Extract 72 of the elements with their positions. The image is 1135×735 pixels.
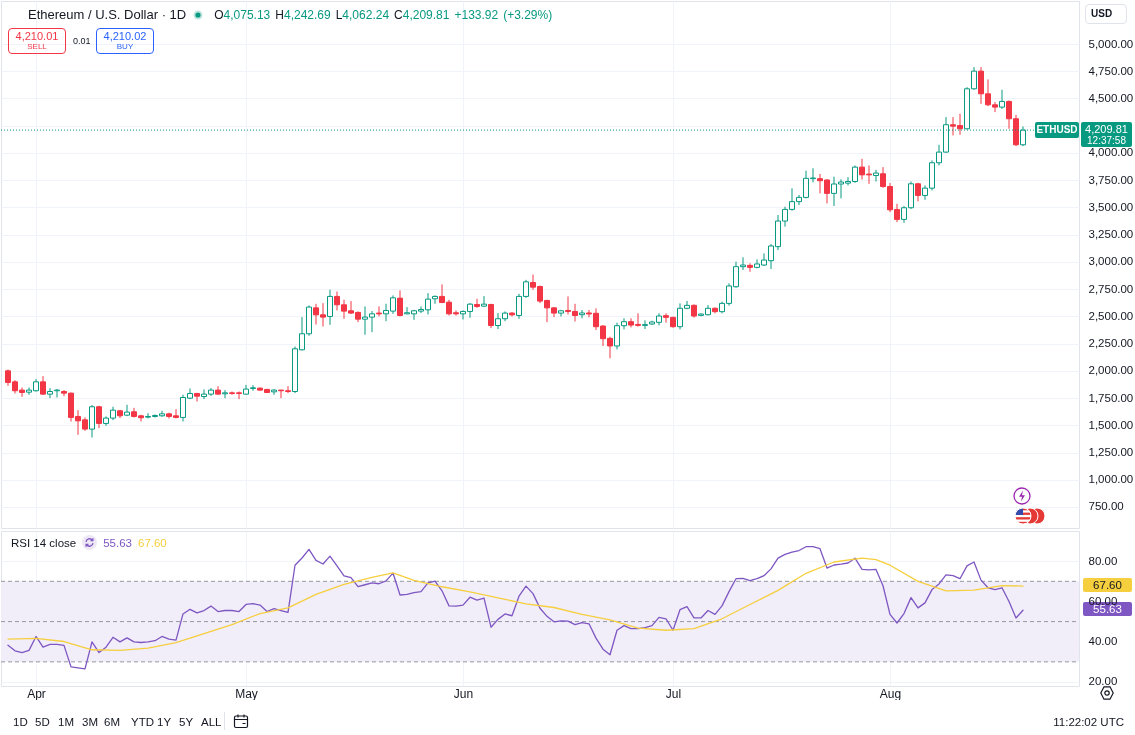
buy-button: 4,210.02 BUY [96,28,154,54]
text: 6M [104,716,120,728]
text: YTD [131,716,154,728]
text: 12:37:58 [1087,134,1126,146]
text: Ethereum / U.S. Dollar · 1D [28,7,187,22]
x-tick-label: Jun [453,686,474,701]
annotation: 4,210.02 [102,30,148,42]
x-tick-label: May [235,686,258,701]
x-tick-label: Aug [879,686,902,701]
candlestick [474,298,480,309]
text: 1M [58,716,74,728]
candlestick [873,169,879,182]
y-tick-label: 80.00 [1088,554,1118,567]
annotation: 55.63 [103,536,132,549]
candlestick [47,387,53,399]
text: 11:22:02 UTC [1053,716,1124,728]
y-tick-label: 3,000.00 [1088,255,1134,268]
y-tick-label: 1,750.00 [1088,391,1134,404]
y-tick-label: 3,750.00 [1088,173,1134,186]
candlestick [54,388,60,398]
annotation: 0.01 [73,36,91,46]
y-tick-label: 2,500.00 [1088,309,1134,322]
y-tick-label: 2,750.00 [1088,282,1134,295]
text: ALL [201,716,222,728]
y-tick-label: 1,000.00 [1088,473,1134,486]
y-tick-label: 1,500.00 [1088,418,1134,431]
text: 3M [82,716,98,728]
candlestick [488,303,494,329]
y-tick-label: 2,000.00 [1088,364,1134,377]
y-tick-label: 40.00 [1088,635,1118,648]
candlestick [397,289,403,317]
candlestick [89,404,95,438]
candlestick [222,389,228,399]
candlestick [999,89,1005,110]
text: 4,209.81 [1084,122,1129,135]
candlestick [124,404,130,417]
x-tick-label: Apr [27,686,46,701]
annotation: BUY [115,42,135,51]
candlestick [481,295,487,308]
y-tick-label: 2,250.00 [1088,337,1134,350]
candlestick [40,375,46,396]
candlestick [271,388,277,396]
candlestick [376,305,382,317]
annotation: 4,210.01 [14,30,60,42]
sell-button: 4,210.01 SELL [8,28,66,54]
annotation: SELL [26,42,48,51]
line-series [7,546,1024,670]
chart-title: RSI 14 close [11,536,77,549]
currency-dropdown: USD [1085,4,1127,24]
candlestick [327,289,333,326]
line-series [7,557,1024,652]
text: 5Y [179,716,194,728]
y-tick-label: 3,500.00 [1088,200,1134,213]
y-tick-label: 3,250.00 [1088,228,1134,241]
y-tick-label: 750.00 [1088,500,1124,513]
candlestick [579,309,585,319]
text: 1D [13,716,28,728]
ref-line-label: ETHUSD [1035,122,1079,139]
candlestick [194,392,200,403]
text: O4,075.13 H4,242.69 L4,062.24 C4,209.81 +133.92 (+3.29%) [214,7,553,22]
y-tick-label: 5,000.00 [1088,37,1134,50]
annotation: 67.60 [137,536,167,549]
text: 1Y [157,716,172,728]
y-tick-label: 4,750.00 [1088,64,1134,77]
y-tick-label: 20.00 [1088,675,1118,688]
y-tick-label: 4,000.00 [1088,146,1134,159]
text: 67.60 [1093,578,1122,591]
x-tick-label: Jul [665,686,682,701]
text: 5D [35,716,50,728]
candlestick [747,262,753,273]
y-tick-label: 1,250.00 [1088,446,1134,459]
y-tick-label: 4,500.00 [1088,91,1134,104]
